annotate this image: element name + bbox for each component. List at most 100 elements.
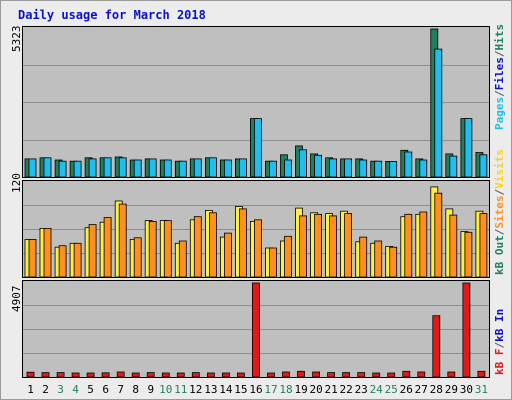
bar-kb-f — [161, 372, 170, 378]
bar-kb-f — [267, 372, 275, 378]
day-label: 31 — [475, 383, 488, 396]
bar-sites — [253, 219, 262, 278]
day-label: 9 — [147, 383, 154, 396]
day-label: 29 — [445, 383, 458, 396]
bar-sites — [163, 220, 172, 278]
bar-files — [344, 158, 353, 178]
bar-files — [133, 159, 142, 178]
day-label: 21 — [324, 383, 337, 396]
bar-files — [43, 157, 52, 178]
bar-sites — [148, 220, 157, 278]
bar-sites — [118, 203, 127, 278]
bar-files — [208, 157, 217, 178]
bar-sites — [389, 246, 398, 278]
bar-sites — [449, 214, 458, 278]
bar-sites — [314, 213, 323, 278]
bar-kb-f — [206, 372, 215, 378]
bar-files — [28, 158, 37, 178]
bar-sites — [464, 231, 473, 278]
day-label: 7 — [117, 383, 124, 396]
bar-files — [329, 158, 338, 178]
day-label: 2 — [42, 383, 49, 396]
day-label: 19 — [294, 383, 307, 396]
bar-kb-f — [251, 282, 260, 378]
bar-sites — [238, 208, 247, 278]
bar-files — [223, 159, 232, 178]
day-label: 14 — [219, 383, 233, 396]
bar-kb-f — [342, 372, 351, 378]
day-label: 23 — [355, 383, 368, 396]
panel-1-side-legend: Pages/Files/Hits — [493, 24, 506, 130]
bar-kb-f — [26, 371, 35, 378]
svg-text:Pages/Files/Hits: Pages/Files/Hits — [493, 24, 506, 130]
bar-files — [103, 157, 112, 178]
day-label: 30 — [460, 383, 473, 396]
bar-files — [479, 154, 488, 178]
bar-sites — [359, 236, 368, 278]
bar-files — [374, 160, 383, 178]
bar-kb-f — [387, 372, 396, 378]
panel-3-ymax-label: 4907 — [10, 286, 23, 313]
bar-kb-f — [417, 371, 426, 378]
bar-sites — [434, 192, 443, 278]
day-label: 26 — [400, 383, 413, 396]
bar-sites — [208, 212, 217, 278]
day-label: 1 — [27, 383, 34, 396]
bar-kb-f — [236, 372, 245, 378]
legend-kb-out: kB Out — [493, 235, 506, 275]
legend-files: Files — [493, 57, 506, 90]
bar-kb-f — [71, 372, 80, 378]
bar-files — [464, 118, 473, 178]
bar-sites — [73, 242, 82, 278]
bar-sites — [88, 224, 97, 278]
legend-pages: Pages — [493, 97, 506, 130]
legend-sites: Sites — [493, 196, 506, 229]
bar-files — [58, 160, 67, 178]
panel-1-ymax-label: 5323 — [10, 26, 23, 53]
bar-files — [148, 158, 157, 178]
day-label: 8 — [132, 383, 139, 396]
bar-kb-f — [477, 370, 486, 378]
day-label: 3 — [57, 383, 64, 396]
bar-sites — [133, 237, 142, 278]
bar-files — [389, 160, 398, 178]
bar-files — [253, 118, 262, 178]
bar-files — [314, 154, 323, 178]
bar-kb-f — [41, 372, 50, 378]
svg-text:kB F/kB In: kB F/kB In — [493, 309, 506, 375]
bar-sites — [284, 235, 292, 278]
bar-kb-f — [86, 372, 95, 378]
day-label: 13 — [204, 383, 217, 396]
bar-kb-f — [176, 372, 185, 378]
day-labels: 1 2 3 4 5 6 7 8 9 10 11 12 13 14 15 16 17 18 19 20 21 22 23 24 2… — [27, 383, 488, 396]
bar-kb-f — [221, 372, 230, 378]
bar-sites — [223, 232, 232, 278]
bar-sites — [404, 213, 413, 278]
panel-3-side-legend: kB F/kB In — [493, 309, 506, 375]
day-label: 28 — [430, 383, 443, 396]
bar-files — [193, 158, 202, 178]
day-label: 17 — [264, 383, 277, 396]
bar-files — [238, 158, 247, 178]
legend-kb-in: kB In — [493, 309, 506, 342]
bar-files — [88, 158, 97, 178]
bar-files — [284, 159, 292, 178]
day-label: 4 — [72, 383, 79, 396]
bar-sites — [43, 227, 52, 278]
bar-kb-f — [372, 372, 381, 378]
chart-title: Daily usage for March 2018 — [18, 8, 206, 22]
bar-files — [269, 160, 277, 178]
bar-kb-f — [131, 372, 140, 378]
bar-files — [73, 160, 82, 178]
day-label: 5 — [87, 383, 94, 396]
bar-kb-f — [282, 371, 290, 378]
bar-kb-f — [312, 371, 321, 378]
panel-2-side-legend: kB Out/Sites/Visits — [493, 149, 506, 275]
day-label: 25 — [385, 383, 398, 396]
bar-sites — [28, 238, 37, 278]
bar-sites — [479, 213, 488, 278]
day-label: 18 — [279, 383, 292, 396]
bar-sites — [344, 213, 353, 278]
day-label: 15 — [234, 383, 247, 396]
